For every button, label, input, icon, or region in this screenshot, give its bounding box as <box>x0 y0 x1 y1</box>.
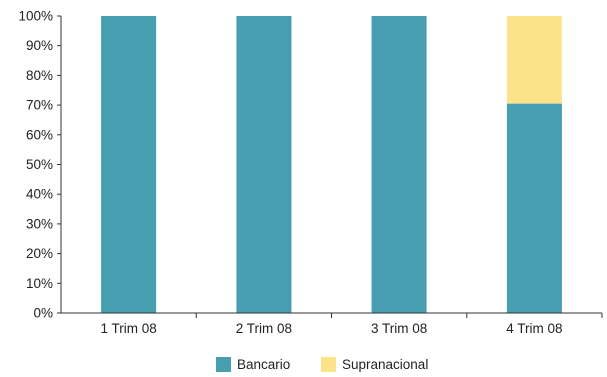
y-tick-label: 70% <box>26 98 53 113</box>
y-axis-ticks: 0% 10% 20% 30% 40% 50% 60% 70% 80% 90% 100% <box>18 9 61 321</box>
y-tick-label: 20% <box>26 246 53 261</box>
bar-bancario-2 <box>236 16 292 313</box>
bar-bancario-3 <box>371 16 427 313</box>
y-tick-label: 80% <box>26 68 53 83</box>
y-tick-label: 50% <box>26 157 53 172</box>
y-tick-label: 30% <box>26 216 53 231</box>
x-axis-ticks: 1 Trim 08 2 Trim 08 3 Trim 08 4 Trim 08 <box>100 313 603 336</box>
bar-supranacional-4 <box>506 16 562 104</box>
x-tick-label: 2 Trim 08 <box>236 321 292 336</box>
y-tick-label: 40% <box>26 187 53 202</box>
y-tick-label: 90% <box>26 38 53 53</box>
bar-bancario-4 <box>506 103 562 313</box>
y-tick-label: 60% <box>26 127 53 142</box>
bar-bancario-1 <box>101 16 157 313</box>
x-tick-label: 3 Trim 08 <box>371 321 427 336</box>
legend-swatch-bancario <box>216 357 231 372</box>
bars-layer <box>101 16 562 313</box>
legend-swatch-supranacional <box>321 357 336 372</box>
legend: Bancario Supranacional <box>216 357 428 372</box>
legend-label-supranacional: Supranacional <box>342 357 428 372</box>
x-tick-label: 4 Trim 08 <box>506 321 562 336</box>
y-tick-label: 100% <box>18 9 53 24</box>
x-tick-label: 1 Trim 08 <box>100 321 156 336</box>
legend-label-bancario: Bancario <box>237 357 290 372</box>
y-tick-label: 0% <box>33 306 53 321</box>
y-tick-label: 10% <box>26 276 53 291</box>
